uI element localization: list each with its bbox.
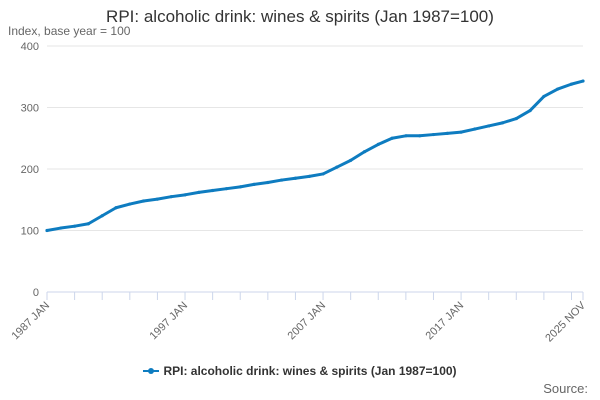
data-point xyxy=(514,116,518,121)
x-tick-label: 2007 JAN xyxy=(286,300,329,343)
data-point xyxy=(86,222,91,226)
chart-subtitle: Index, base year = 100 xyxy=(8,24,131,38)
data-point xyxy=(390,136,394,140)
legend-marker xyxy=(148,368,155,374)
chart-title: RPI: alcoholic drink: wines & spirits (J… xyxy=(106,7,494,26)
data-point xyxy=(128,202,132,206)
data-point xyxy=(321,172,325,176)
y-tick-label: 400 xyxy=(21,41,39,53)
data-point xyxy=(169,195,173,199)
y-tick-label: 100 xyxy=(21,226,39,238)
data-point xyxy=(335,165,339,169)
series-line xyxy=(45,79,585,232)
x-axis: 1987 JAN 1997 JAN 2007 JAN 2017 JAN 2025 NOV xyxy=(9,291,589,344)
data-point xyxy=(142,199,146,203)
data-point xyxy=(362,150,367,154)
y-tick-label: 300 xyxy=(21,103,39,115)
data-point xyxy=(500,121,505,125)
legend-label: RPI: alcoholic drink: wines & spirits (J… xyxy=(163,364,457,378)
data-point xyxy=(238,185,242,189)
data-point xyxy=(266,180,270,185)
y-axis: 0 100 200 300 400 xyxy=(21,41,39,299)
data-point xyxy=(431,132,436,137)
data-point xyxy=(45,228,49,233)
x-tick-label: 1997 JAN xyxy=(147,300,190,343)
legend-item[interactable]: RPI: alcoholic drink: wines & spirits (J… xyxy=(143,364,457,378)
data-point xyxy=(224,187,229,191)
data-point xyxy=(528,108,532,113)
data-point xyxy=(307,174,311,178)
data-point xyxy=(404,134,408,138)
x-tick-label: 1987 JAN xyxy=(9,300,52,343)
data-point xyxy=(155,197,160,201)
data-point xyxy=(349,158,353,162)
data-point xyxy=(252,182,256,186)
data-point xyxy=(459,130,463,134)
source-label: Source: xyxy=(543,381,588,396)
data-point xyxy=(581,79,585,83)
data-point xyxy=(280,178,284,182)
data-point xyxy=(376,142,380,146)
data-point xyxy=(445,131,449,135)
y-tick-label: 0 xyxy=(33,287,39,299)
legend[interactable]: RPI: alcoholic drink: wines & spirits (J… xyxy=(0,364,600,379)
gridlines xyxy=(47,45,583,231)
series-group xyxy=(45,79,585,233)
data-point xyxy=(100,214,104,218)
data-point xyxy=(73,224,77,228)
data-point xyxy=(197,190,201,194)
data-point xyxy=(418,134,422,138)
data-point xyxy=(542,94,546,99)
legend-line-icon xyxy=(143,366,160,376)
data-point xyxy=(59,226,63,230)
data-point xyxy=(473,127,477,131)
data-point xyxy=(569,82,574,86)
data-point xyxy=(211,188,215,193)
data-point xyxy=(556,87,560,91)
y-tick-label: 200 xyxy=(21,164,39,176)
data-point xyxy=(293,176,298,180)
data-point xyxy=(114,206,118,210)
x-tick-label: 2017 JAN xyxy=(424,300,467,343)
data-point xyxy=(487,124,491,128)
x-tick-label: 2025 NOV xyxy=(543,299,588,344)
data-point xyxy=(183,193,187,197)
